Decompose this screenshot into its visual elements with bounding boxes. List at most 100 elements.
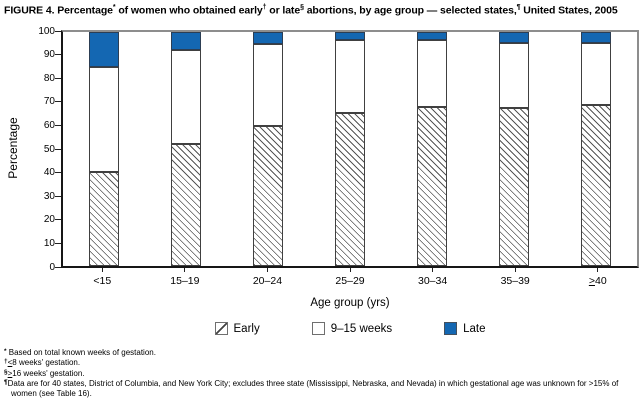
x-tick-label: >40 <box>588 275 607 287</box>
y-tick-mark <box>55 124 61 126</box>
y-tick-mark <box>55 54 61 56</box>
footnotes: * Based on total known weeks of gestatio… <box>4 347 637 398</box>
bar-segment-blue <box>253 32 283 44</box>
y-tick-label: 40 <box>43 167 55 179</box>
x-tick-label: 25–29 <box>335 275 365 287</box>
bar-slot <box>145 32 227 266</box>
bar-segment-white <box>171 49 201 145</box>
footnote: §>16 weeks' gestation. <box>4 368 85 378</box>
bar-segment-hatched <box>499 108 529 266</box>
y-tick-mark <box>55 101 61 103</box>
bar-segment-white <box>253 43 283 126</box>
footnote-marker: * <box>4 348 7 355</box>
y-tick-labels: 0 10 20 30 40 50 60 70 80 90 100 <box>0 26 55 273</box>
footnote: ¶Data are for 40 states, District of Col… <box>4 379 619 398</box>
y-tick-label: 0 <box>49 261 55 273</box>
x-tick-mark <box>101 268 103 272</box>
bar-segment-hatched <box>253 125 283 266</box>
y-tick-mark <box>55 30 61 32</box>
title-text: or late <box>266 4 301 17</box>
x-axis-cell: 15–19 <box>144 268 227 287</box>
y-tick-mark <box>55 77 61 79</box>
x-axis-cell: 30–34 <box>391 268 474 287</box>
x-tick-label: 15–19 <box>170 275 200 287</box>
bar-segment-white <box>581 42 611 105</box>
bar-segment-white <box>499 42 529 109</box>
bar-segment-blue <box>417 32 447 41</box>
y-tick-label: 80 <box>43 72 55 84</box>
y-tick-label: 50 <box>43 143 55 155</box>
bars-row <box>63 32 637 266</box>
x-tick-mark <box>514 268 516 272</box>
inequality-glyph: > <box>7 368 13 378</box>
y-tick-label: 100 <box>38 25 55 37</box>
bar-segment-hatched <box>335 112 365 266</box>
bar-slot <box>555 32 637 266</box>
bar-segment-blue <box>335 32 365 41</box>
y-tick-mark <box>55 148 61 150</box>
y-tick-mark <box>55 266 61 268</box>
bar-segment-hatched <box>581 104 611 266</box>
x-axis-row: <15 15–19 20–24 25–29 30–34 35–39 >40 <box>61 268 639 287</box>
x-tick-mark <box>184 268 186 272</box>
title-text: of women who obtained early <box>115 4 263 17</box>
bar-slot <box>309 32 391 266</box>
footnote-marker: § <box>4 368 8 376</box>
y-tick-label: 90 <box>43 49 55 61</box>
nine-fifteen-weeks-swatch <box>311 322 325 335</box>
x-axis-cell: <15 <box>61 268 144 287</box>
x-tick-label: 30–34 <box>418 275 448 287</box>
x-axis-cell: 35–39 <box>474 268 557 287</box>
footnote: * Based on total known weeks of gestatio… <box>4 348 156 357</box>
title-text: abortions, by age group — selected state… <box>303 4 517 17</box>
title-footnote-marker: ¶ <box>516 4 521 11</box>
inequality-glyph: < <box>7 358 13 368</box>
plot-area <box>61 30 639 268</box>
bar-segment-white <box>417 40 447 107</box>
bar-segment-blue <box>581 32 611 43</box>
x-tick-label: 35–39 <box>500 275 530 287</box>
legend-item-9-15-weeks: 9–15 weeks <box>311 322 393 335</box>
x-axis-cell: 25–29 <box>309 268 392 287</box>
stacked-bar <box>581 32 611 266</box>
late-blue-swatch <box>444 322 458 335</box>
stacked-bar <box>417 32 447 266</box>
legend-item-early: Early <box>214 322 260 335</box>
y-tick-label: 30 <box>43 190 55 202</box>
y-tick-label: 70 <box>43 96 55 108</box>
legend-label-9-15-weeks: 9–15 weeks <box>330 322 393 335</box>
title-footnote-marker: † <box>262 4 267 11</box>
y-tick-mark <box>55 242 61 244</box>
footnote-marker: † <box>4 358 8 366</box>
y-tick-label: 20 <box>43 214 55 226</box>
legend-label-late: Late <box>463 322 486 335</box>
y-tick-marks <box>55 30 61 269</box>
early-hatched-swatch <box>214 322 228 335</box>
x-tick-mark <box>432 268 434 272</box>
title-footnote-marker: * <box>112 4 116 11</box>
y-tick-mark <box>55 219 61 221</box>
stacked-bar <box>171 32 201 266</box>
bar-segment-hatched <box>89 172 119 266</box>
x-axis-cell: 20–24 <box>226 268 309 287</box>
stacked-bar <box>253 32 283 266</box>
bar-segment-blue <box>89 32 119 68</box>
footnote-marker: ¶ <box>4 379 8 387</box>
x-axis-title: Age group (yrs) <box>310 297 390 309</box>
y-tick-mark <box>55 195 61 197</box>
bar-segment-white <box>89 67 119 173</box>
bar-slot <box>63 32 145 266</box>
figure-title: FIGURE 4. Percentage* of women who obtai… <box>4 4 638 17</box>
x-tick-mark <box>266 268 268 272</box>
stacked-bar <box>335 32 365 266</box>
bar-slot <box>473 32 555 266</box>
y-tick-label: 60 <box>43 119 55 131</box>
x-tick-label: <15 <box>93 275 112 287</box>
x-tick-mark <box>349 268 351 272</box>
bar-slot <box>227 32 309 266</box>
x-tick-mark <box>597 268 599 272</box>
y-tick-mark <box>55 172 61 174</box>
y-tick-label: 10 <box>43 237 55 249</box>
legend-label-early: Early <box>233 322 260 335</box>
